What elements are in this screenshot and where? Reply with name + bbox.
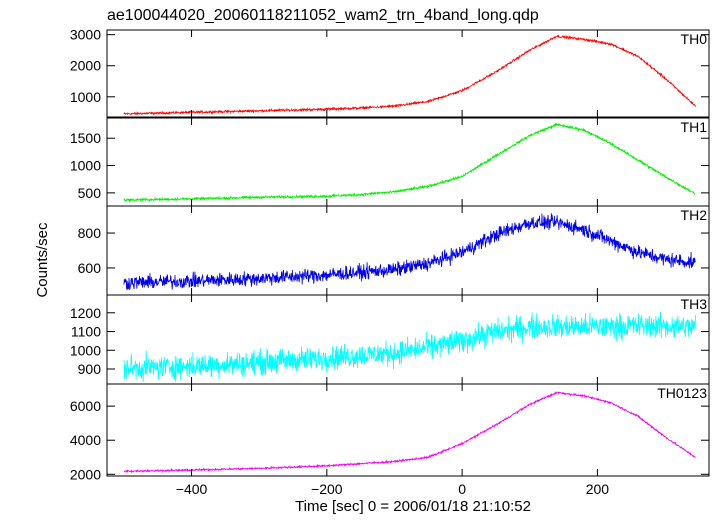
y-tick-label: 500 [78,185,102,201]
y-tick-label: 2000 [70,58,101,74]
panel-label: TH3 [681,296,708,312]
x-axis-label: Time [sec] 0 = 2006/01/18 21:10:52 [295,498,531,515]
y-tick-label: 2000 [70,466,101,482]
y-tick-label: 1000 [70,158,101,174]
y-tick-label: 6000 [70,398,101,414]
y-axis-label: Counts/sec [34,222,51,298]
panel-th2: 600 800 TH2 [78,205,710,296]
y-tick-label: 1200 [70,305,101,321]
panel-th3: 900 1000 1100 1200 TH3 [70,294,710,385]
x-tick-label: 200 [586,481,610,497]
series-line-th3 [123,311,696,382]
series-line-th1 [123,122,696,203]
series-line-th0 [123,34,696,116]
panel-frame [106,117,710,207]
panel-label: TH2 [681,207,708,223]
panel-label: TH0123 [657,385,707,401]
x-tick-label: 0 [458,481,466,497]
series-line-th2 [123,213,696,291]
panel-label: TH0 [681,31,708,47]
y-tick-label: 1000 [70,89,101,105]
panel-th0: 1000 2000 3000 TH0 [70,27,710,118]
x-tick-label: −400 [176,481,208,497]
panel-label: TH1 [681,119,708,135]
y-tick-label: 1500 [70,130,101,146]
y-tick-label: 900 [78,361,102,377]
panel-frame [106,383,710,477]
chart-title: ae100044020_20060118211052_wam2_trn_4ban… [107,7,539,24]
y-tick-label: 3000 [70,27,101,43]
y-tick-label: 600 [78,260,102,276]
panel-th0123: 2000 4000 6000 TH0123 −400 −200 0 200 [70,383,710,497]
y-tick-label: 800 [78,225,102,241]
y-tick-label: 1000 [70,342,101,358]
panel-th1: 500 1000 1500 TH1 [70,117,710,207]
series-line-th0123 [123,390,696,474]
y-tick-label: 4000 [70,432,101,448]
panel-frame [106,29,710,118]
x-tick-label: −200 [311,481,343,497]
y-tick-label: 1100 [71,324,101,340]
